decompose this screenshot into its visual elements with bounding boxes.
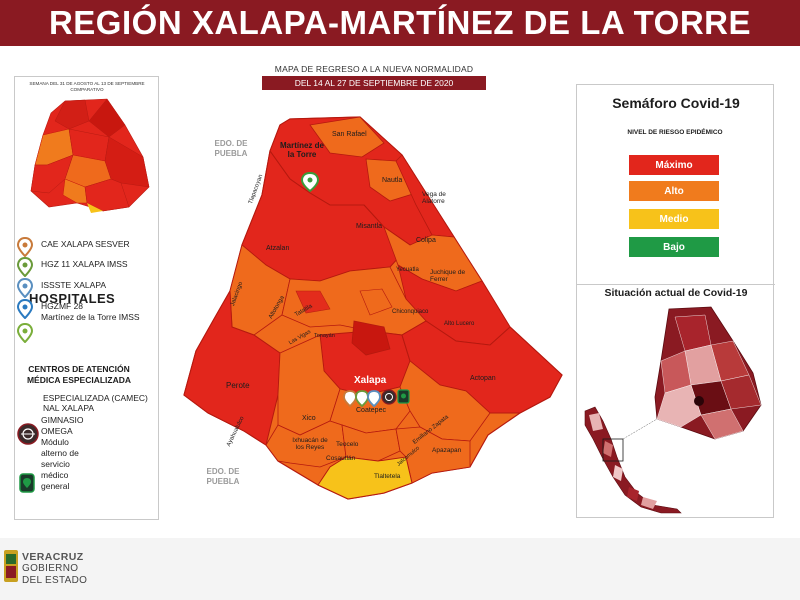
region-map: EDO. DE PUEBLA EDO. DE PUEBLA Martínez d…	[170, 95, 580, 515]
map-label-colipa: Colipa	[416, 237, 436, 244]
map-label-apazapan: Apazapan	[432, 447, 462, 454]
footer-line-1: VERACRUZ	[22, 551, 84, 563]
hospital-name: HGZMF 28 Martínez de la Torre IMSS	[41, 301, 140, 322]
risk-level-bajo: Bajo	[629, 237, 719, 257]
map-label-xico: Xico	[302, 415, 316, 422]
footer-logo-text: VERACRUZ GOBIERNO DEL ESTADO	[22, 551, 87, 586]
gym-desc-2: servicio médico general	[41, 459, 70, 492]
map-pin-icon	[16, 278, 34, 298]
gym-name: GIMNASIO OMEGA	[41, 415, 84, 437]
footer-line-3: DEL ESTADO	[22, 574, 88, 586]
map-label-martinez: Martínez de la Torre	[279, 141, 324, 160]
map-label-san-rafael: San Rafael	[332, 131, 367, 138]
veracruz-state-map	[584, 306, 762, 514]
state-label-puebla-south: EDO. DE PUEBLA	[206, 467, 240, 486]
map-label-atzalan: Atzalan	[266, 245, 290, 252]
map-pin-icon	[16, 257, 34, 277]
left-panel: SEMANA DEL 31 DE AGOSTO AL 13 DE SEPTIEM…	[14, 76, 159, 520]
semaforo-title: Semáforo Covid-19	[612, 95, 740, 111]
map-label-teocelo: Teocelo	[336, 441, 359, 448]
risk-level-medio: Medio	[629, 209, 719, 229]
hospital-name: HGZ 11 XALAPA IMSS	[41, 259, 128, 269]
gym-marker-icon	[17, 423, 39, 445]
map-label-perote: Perote	[226, 381, 250, 390]
map-label-vega: Vega de Alatorre	[422, 191, 446, 206]
map-label-nautla: Nautla	[382, 177, 403, 184]
map-pin-cluster-xalapa[interactable]	[343, 389, 410, 408]
comparison-mini-map	[30, 98, 150, 213]
legend-item-issste: ISSSTE XALAPA	[15, 278, 160, 298]
hospital-name-line1: HGZMF 28	[41, 301, 84, 311]
map-pin-icon	[16, 299, 34, 319]
map-label-yecuatla: Yecuatla	[396, 267, 419, 273]
map-label-cosautlan: Cosautlán	[326, 455, 356, 462]
hospital-name-line2: Martínez de la Torre IMSS	[41, 311, 140, 322]
map-pin-martinez[interactable]	[300, 171, 320, 193]
camec-marker-icon	[19, 473, 35, 493]
map-label-tlaltetela: Tlaltetela	[374, 473, 401, 480]
hospital-name: CAE XALAPA SESVER	[41, 239, 130, 249]
gym-desc-1: Módulo alterno de	[41, 437, 79, 459]
map-label-ixhuacan: Ixhuacán de los Reyes	[292, 437, 328, 452]
semaforo-panel: Semáforo Covid-19 NIVEL DE RIESGO EPIDÉM…	[576, 84, 775, 518]
map-header: MAPA DE REGRESO A LA NUEVA NORMALIDAD DE…	[262, 64, 486, 90]
hospital-name: ISSSTE XALAPA	[41, 280, 107, 290]
legend-item-cae: CAE XALAPA SESVER	[15, 237, 160, 257]
map-label-juchique: Juchique de Ferrer	[430, 269, 466, 284]
situacion-title: Situación actual de Covid-19	[577, 284, 775, 299]
map-date-range: DEL 14 AL 27 DE SEPTIEMBRE DE 2020	[262, 76, 486, 90]
map-label-chiconquiaco: Chiconquiaco	[392, 309, 429, 315]
title-bar: REGIÓN XALAPA-MARTÍNEZ DE LA TORRE	[0, 0, 800, 46]
map-label-misantla: Misantla	[356, 223, 383, 230]
risk-level-title: NIVEL DE RIESGO EPIDÉMICO	[627, 129, 723, 136]
comparison-label: SEMANA DEL 31 DE AGOSTO AL 13 DE SEPTIEM…	[29, 81, 145, 92]
risk-level-maximo: Máximo	[629, 155, 719, 175]
gym-text: GIMNASIO OMEGA Módulo alterno de servici…	[41, 415, 84, 492]
page-title: REGIÓN XALAPA-MARTÍNEZ DE LA TORRE	[48, 4, 752, 41]
legend-item-hgzmf28: HGZMF 28 Martínez de la Torre IMSS	[15, 299, 160, 325]
state-label-puebla-north: EDO. DE PUEBLA	[214, 139, 248, 158]
centros-title: CENTROS DE ATENCIÓN MÉDICA ESPECIALIZADA	[26, 364, 132, 385]
map-pin-icon	[16, 323, 34, 343]
centros-overlay-text: ESPECIALIZADA (CAMEC) NAL XALAPA	[43, 393, 148, 413]
map-label-alto-lucero: Alto Lucero	[444, 321, 475, 327]
hospitals-title: HOSPITALES	[29, 291, 116, 306]
legend-item-extra	[15, 323, 160, 343]
region-map-svg	[183, 116, 563, 500]
map-label-xalapa: Xalapa	[354, 375, 387, 386]
map-pin-icon	[16, 237, 34, 257]
map-subtitle: MAPA DE REGRESO A LA NUEVA NORMALIDAD	[274, 64, 474, 74]
veracruz-logo-icon	[4, 550, 18, 582]
footer: VERACRUZ GOBIERNO DEL ESTADO	[0, 538, 800, 600]
legend-item-hgz11: HGZ 11 XALAPA IMSS	[15, 257, 160, 277]
risk-level-alto: Alto	[629, 181, 719, 201]
map-label-tonayan: Tonayán	[314, 333, 335, 339]
map-label-coatepec: Coatepec	[356, 407, 386, 414]
map-label-actopan: Actopan	[470, 375, 496, 382]
footer-line-2: GOBIERNO	[22, 563, 79, 575]
